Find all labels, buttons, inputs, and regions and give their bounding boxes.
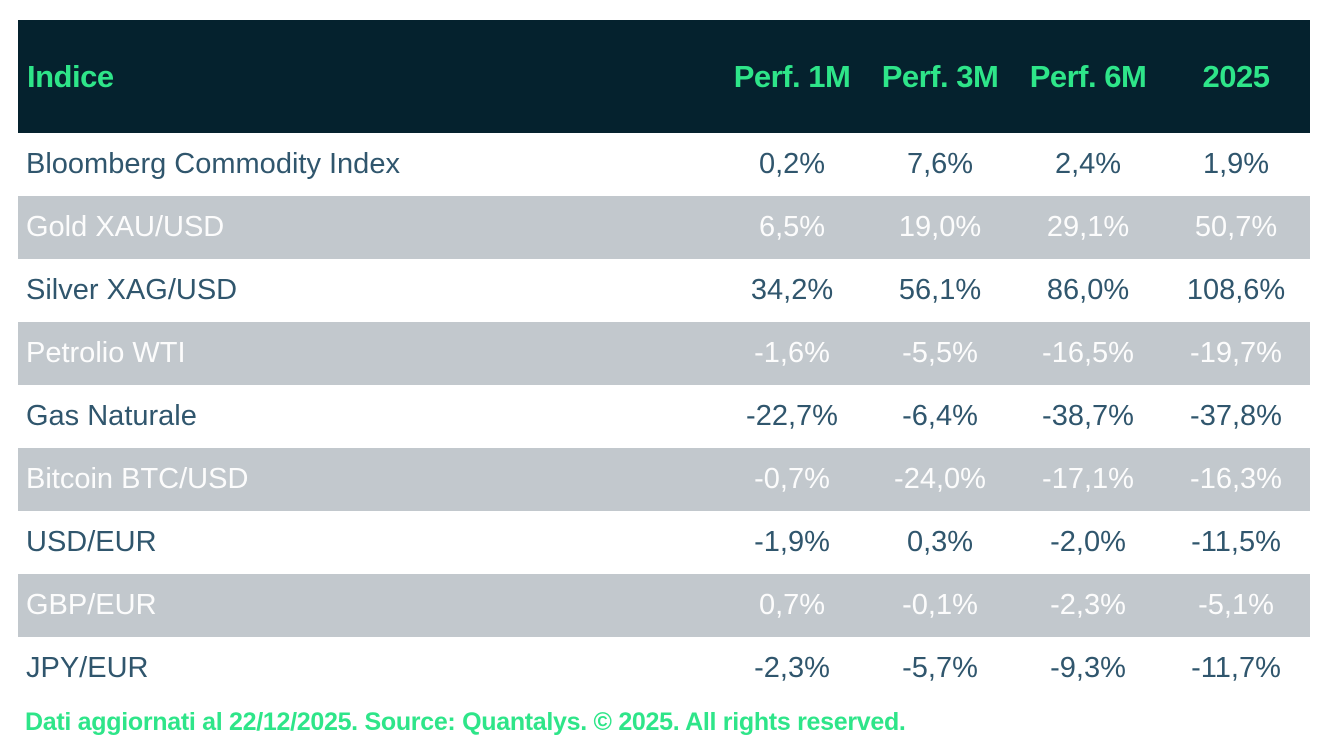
cell-perf-1m: 6,5% (718, 196, 866, 259)
cell-perf-1m: -1,9% (754, 526, 830, 558)
table-row-gold-xau-usd: Gold XAU/USD 6,5% 19,0% 29,1% 50,7% (18, 196, 1310, 259)
row-label: Gas Naturale (26, 400, 197, 432)
cell-2025: 108,6% (1186, 274, 1286, 306)
table-row-bloomberg-commodity-index: Bloomberg Commodity Index 0,2% 7,6% 2,4%… (18, 133, 1310, 196)
table-row-gas-naturale: Gas Naturale -22,7% -6,4% -38,7% -37,8% (18, 385, 1310, 448)
cell-perf-6m: 29,1% (1014, 196, 1162, 259)
cell-2025: -11,7% (1191, 652, 1281, 684)
cell-perf-1m: -1,6% (718, 322, 866, 385)
column-header-2025: 2025 (1162, 20, 1310, 133)
cell-perf-6m: 86,0% (1046, 274, 1130, 306)
cell-2025: -37,8% (1190, 400, 1282, 432)
cell-perf-6m: -9,3% (1050, 652, 1126, 684)
index-performance-table: Indice Perf. 1M Perf. 3M Perf. 6M 2025 B… (18, 20, 1310, 700)
row-label: Petrolio WTI (18, 322, 718, 385)
cell-2025: -19,7% (1162, 322, 1310, 385)
row-label: USD/EUR (26, 526, 157, 558)
row-label: Gold XAU/USD (18, 196, 718, 259)
cell-perf-3m: -24,0% (866, 448, 1014, 511)
column-header-perf-3m: Perf. 3M (866, 20, 1014, 133)
row-label: Silver XAG/USD (26, 274, 238, 306)
cell-perf-1m: 0,2% (758, 148, 826, 180)
column-header-indice: Indice (18, 20, 718, 133)
table-row-petrolio-wti: Petrolio WTI -1,6% -5,5% -16,5% -19,7% (18, 322, 1310, 385)
cell-perf-3m: 0,3% (906, 526, 974, 558)
cell-perf-6m: -17,1% (1014, 448, 1162, 511)
data-source-footnote: Dati aggiornati al 22/12/2025. Source: Q… (25, 708, 906, 736)
cell-2025: -16,3% (1162, 448, 1310, 511)
row-label: Bloomberg Commodity Index (26, 148, 400, 180)
cell-perf-3m: -0,1% (866, 574, 1014, 637)
cell-2025: -5,1% (1162, 574, 1310, 637)
cell-perf-3m: 19,0% (866, 196, 1014, 259)
column-header-perf-1m: Perf. 1M (718, 20, 866, 133)
cell-perf-6m: -16,5% (1014, 322, 1162, 385)
row-label: JPY/EUR (26, 652, 149, 684)
cell-perf-6m: 2,4% (1054, 148, 1122, 180)
cell-perf-3m: -5,5% (866, 322, 1014, 385)
column-header-perf-6m: Perf. 6M (1014, 20, 1162, 133)
cell-perf-1m: 0,7% (718, 574, 866, 637)
table-row-gbp-eur: GBP/EUR 0,7% -0,1% -2,3% -5,1% (18, 574, 1310, 637)
table-row-bitcoin-btc-usd: Bitcoin BTC/USD -0,7% -24,0% -17,1% -16,… (18, 448, 1310, 511)
row-label: GBP/EUR (18, 574, 718, 637)
cell-perf-3m: -5,7% (902, 652, 978, 684)
cell-perf-3m: -6,4% (902, 400, 978, 432)
cell-perf-1m: -22,7% (746, 400, 838, 432)
cell-perf-3m: 7,6% (906, 148, 974, 180)
cell-perf-6m: -38,7% (1042, 400, 1134, 432)
cell-perf-3m: 56,1% (898, 274, 982, 306)
cell-perf-1m: -0,7% (718, 448, 866, 511)
cell-perf-6m: -2,0% (1050, 526, 1126, 558)
table-row-usd-eur: USD/EUR -1,9% 0,3% -2,0% -11,5% (18, 511, 1310, 574)
cell-perf-1m: 34,2% (750, 274, 834, 306)
header-row: Indice Perf. 1M Perf. 3M Perf. 6M 2025 (18, 20, 1310, 133)
cell-perf-6m: -2,3% (1014, 574, 1162, 637)
cell-perf-1m: -2,3% (754, 652, 830, 684)
cell-2025: 1,9% (1202, 148, 1270, 180)
table-row-jpy-eur: JPY/EUR -2,3% -5,7% -9,3% -11,7% (18, 637, 1310, 700)
cell-2025: 50,7% (1162, 196, 1310, 259)
table-row-silver-xag-usd: Silver XAG/USD 34,2% 56,1% 86,0% 108,6% (18, 259, 1310, 322)
row-label: Bitcoin BTC/USD (18, 448, 718, 511)
cell-2025: -11,5% (1191, 526, 1281, 558)
